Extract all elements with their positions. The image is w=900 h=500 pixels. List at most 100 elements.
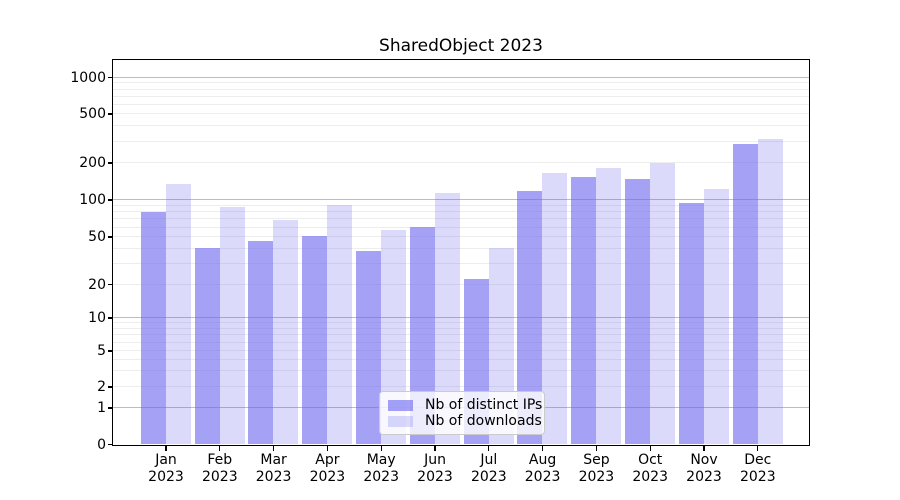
x-tick xyxy=(595,446,597,451)
y-gridline-minor xyxy=(113,125,809,127)
y-tick-label: 5 xyxy=(97,343,106,359)
x-tick xyxy=(380,446,382,451)
y-gridline-minor xyxy=(113,162,809,164)
x-tick-label: Sep 2023 xyxy=(566,452,626,485)
x-tick xyxy=(649,446,651,451)
y-gridline-minor xyxy=(113,226,809,228)
legend: Nb of distinct IPs Nb of downloads xyxy=(379,391,545,435)
x-tick xyxy=(488,446,490,451)
y-gridline-minor xyxy=(113,386,809,388)
y-tick xyxy=(108,162,113,164)
y-tick xyxy=(108,283,113,286)
x-tick-label: Jan 2023 xyxy=(136,452,196,485)
x-tick-label-year: 2023 xyxy=(686,468,722,485)
x-tick-label-year: 2023 xyxy=(148,468,184,485)
y-gridline-minor xyxy=(113,341,809,343)
y-tick-label: 500 xyxy=(79,106,106,122)
y-gridline-minor xyxy=(113,327,809,329)
x-tick-label-month: Nov xyxy=(690,452,718,468)
legend-label-distinct-ips: Nb of distinct IPs xyxy=(425,397,543,413)
x-tick-label: May 2023 xyxy=(351,452,411,485)
y-tick-label: 50 xyxy=(88,229,106,245)
x-tick-label-month: Jan xyxy=(155,452,177,468)
x-tick-label: Aug 2023 xyxy=(513,452,573,485)
x-tick-label-month: Dec xyxy=(744,452,772,468)
x-tick-label-month: Oct xyxy=(638,452,663,468)
bar-distinct-ips-apr xyxy=(302,235,328,445)
x-tick-label-year: 2023 xyxy=(309,468,346,485)
bar-distinct-ips-feb xyxy=(194,248,220,445)
y-gridline-minor xyxy=(113,350,809,352)
x-tick xyxy=(542,446,544,451)
bar-downloads-mar xyxy=(273,219,299,445)
x-tick-label-year: 2023 xyxy=(739,468,776,485)
x-tick xyxy=(165,446,167,451)
plot-area xyxy=(112,59,810,446)
x-tick-label-year: 2023 xyxy=(578,468,615,485)
y-tick-label: 1 xyxy=(97,400,106,416)
y-tick xyxy=(108,350,113,352)
bar-downloads-jan xyxy=(165,184,191,445)
x-tick-label: Feb 2023 xyxy=(190,452,250,485)
x-tick-label: Apr 2023 xyxy=(297,452,357,485)
y-gridline-major xyxy=(113,317,809,319)
x-tick-label-month: Feb xyxy=(207,452,233,468)
x-tick xyxy=(434,446,436,451)
y-gridline-minor xyxy=(113,211,809,213)
y-tick-label: 20 xyxy=(88,276,106,293)
y-tick-label: 0 xyxy=(97,436,106,453)
x-tick xyxy=(273,446,275,451)
x-tick-label-month: Apr xyxy=(315,452,340,468)
y-tick xyxy=(108,317,113,319)
bar-downloads-oct xyxy=(650,162,675,445)
x-tick-label: Jun 2023 xyxy=(405,452,465,485)
y-tick-label: 10 xyxy=(88,310,106,326)
x-tick-label: Dec 2023 xyxy=(728,452,788,485)
y-gridline-minor xyxy=(113,334,809,336)
x-tick xyxy=(219,446,221,451)
y-gridline-minor xyxy=(113,82,809,84)
bar-downloads-sep xyxy=(596,167,622,445)
x-tick-label-year: 2023 xyxy=(417,468,453,485)
y-gridline-minor xyxy=(113,370,809,372)
chart-title: SharedObject 2023 xyxy=(379,36,543,56)
x-tick xyxy=(703,446,705,451)
y-tick-label: 200 xyxy=(79,155,106,171)
bar-distinct-ips-jan xyxy=(140,212,166,445)
x-tick-label: Nov 2023 xyxy=(674,452,734,485)
y-tick xyxy=(108,386,113,388)
bar-distinct-ips-dec xyxy=(732,144,758,445)
x-tick xyxy=(326,446,328,451)
x-tick-label-month: Jun xyxy=(424,452,446,468)
bar-downloads-nov xyxy=(703,189,729,445)
x-tick-label-month: Jul xyxy=(480,452,498,468)
x-tick-label-month: Sep xyxy=(583,452,610,468)
bar-downloads-apr xyxy=(327,205,353,445)
x-tick-label: Oct 2023 xyxy=(620,452,680,485)
y-gridline-minor xyxy=(113,247,809,249)
y-gridline-minor xyxy=(113,204,809,206)
y-gridline-minor xyxy=(113,236,809,238)
legend-swatch-distinct-ips xyxy=(388,399,413,411)
y-gridline-minor xyxy=(113,322,809,324)
x-tick-label: Mar 2023 xyxy=(244,452,304,485)
x-tick-label-year: 2023 xyxy=(470,468,507,485)
y-tick-label: 1000 xyxy=(70,69,106,86)
y-tick xyxy=(108,407,113,409)
x-tick-label-month: Mar xyxy=(260,452,287,468)
y-tick xyxy=(108,199,113,201)
x-tick-label-month: Aug xyxy=(528,452,557,468)
x-tick-label-year: 2023 xyxy=(524,468,561,485)
y-gridline-minor xyxy=(113,103,809,105)
y-gridline-major xyxy=(113,199,809,201)
y-gridline-minor xyxy=(113,359,809,361)
bar-distinct-ips-may xyxy=(356,251,381,445)
legend-swatch-downloads xyxy=(388,415,413,427)
legend-label-downloads: Nb of downloads xyxy=(425,413,542,429)
y-gridline-minor xyxy=(113,262,809,264)
y-tick-label: 2 xyxy=(97,379,106,395)
y-gridline-minor xyxy=(113,218,809,220)
legend-item-downloads: Nb of downloads xyxy=(388,413,542,429)
x-tick xyxy=(757,446,759,451)
